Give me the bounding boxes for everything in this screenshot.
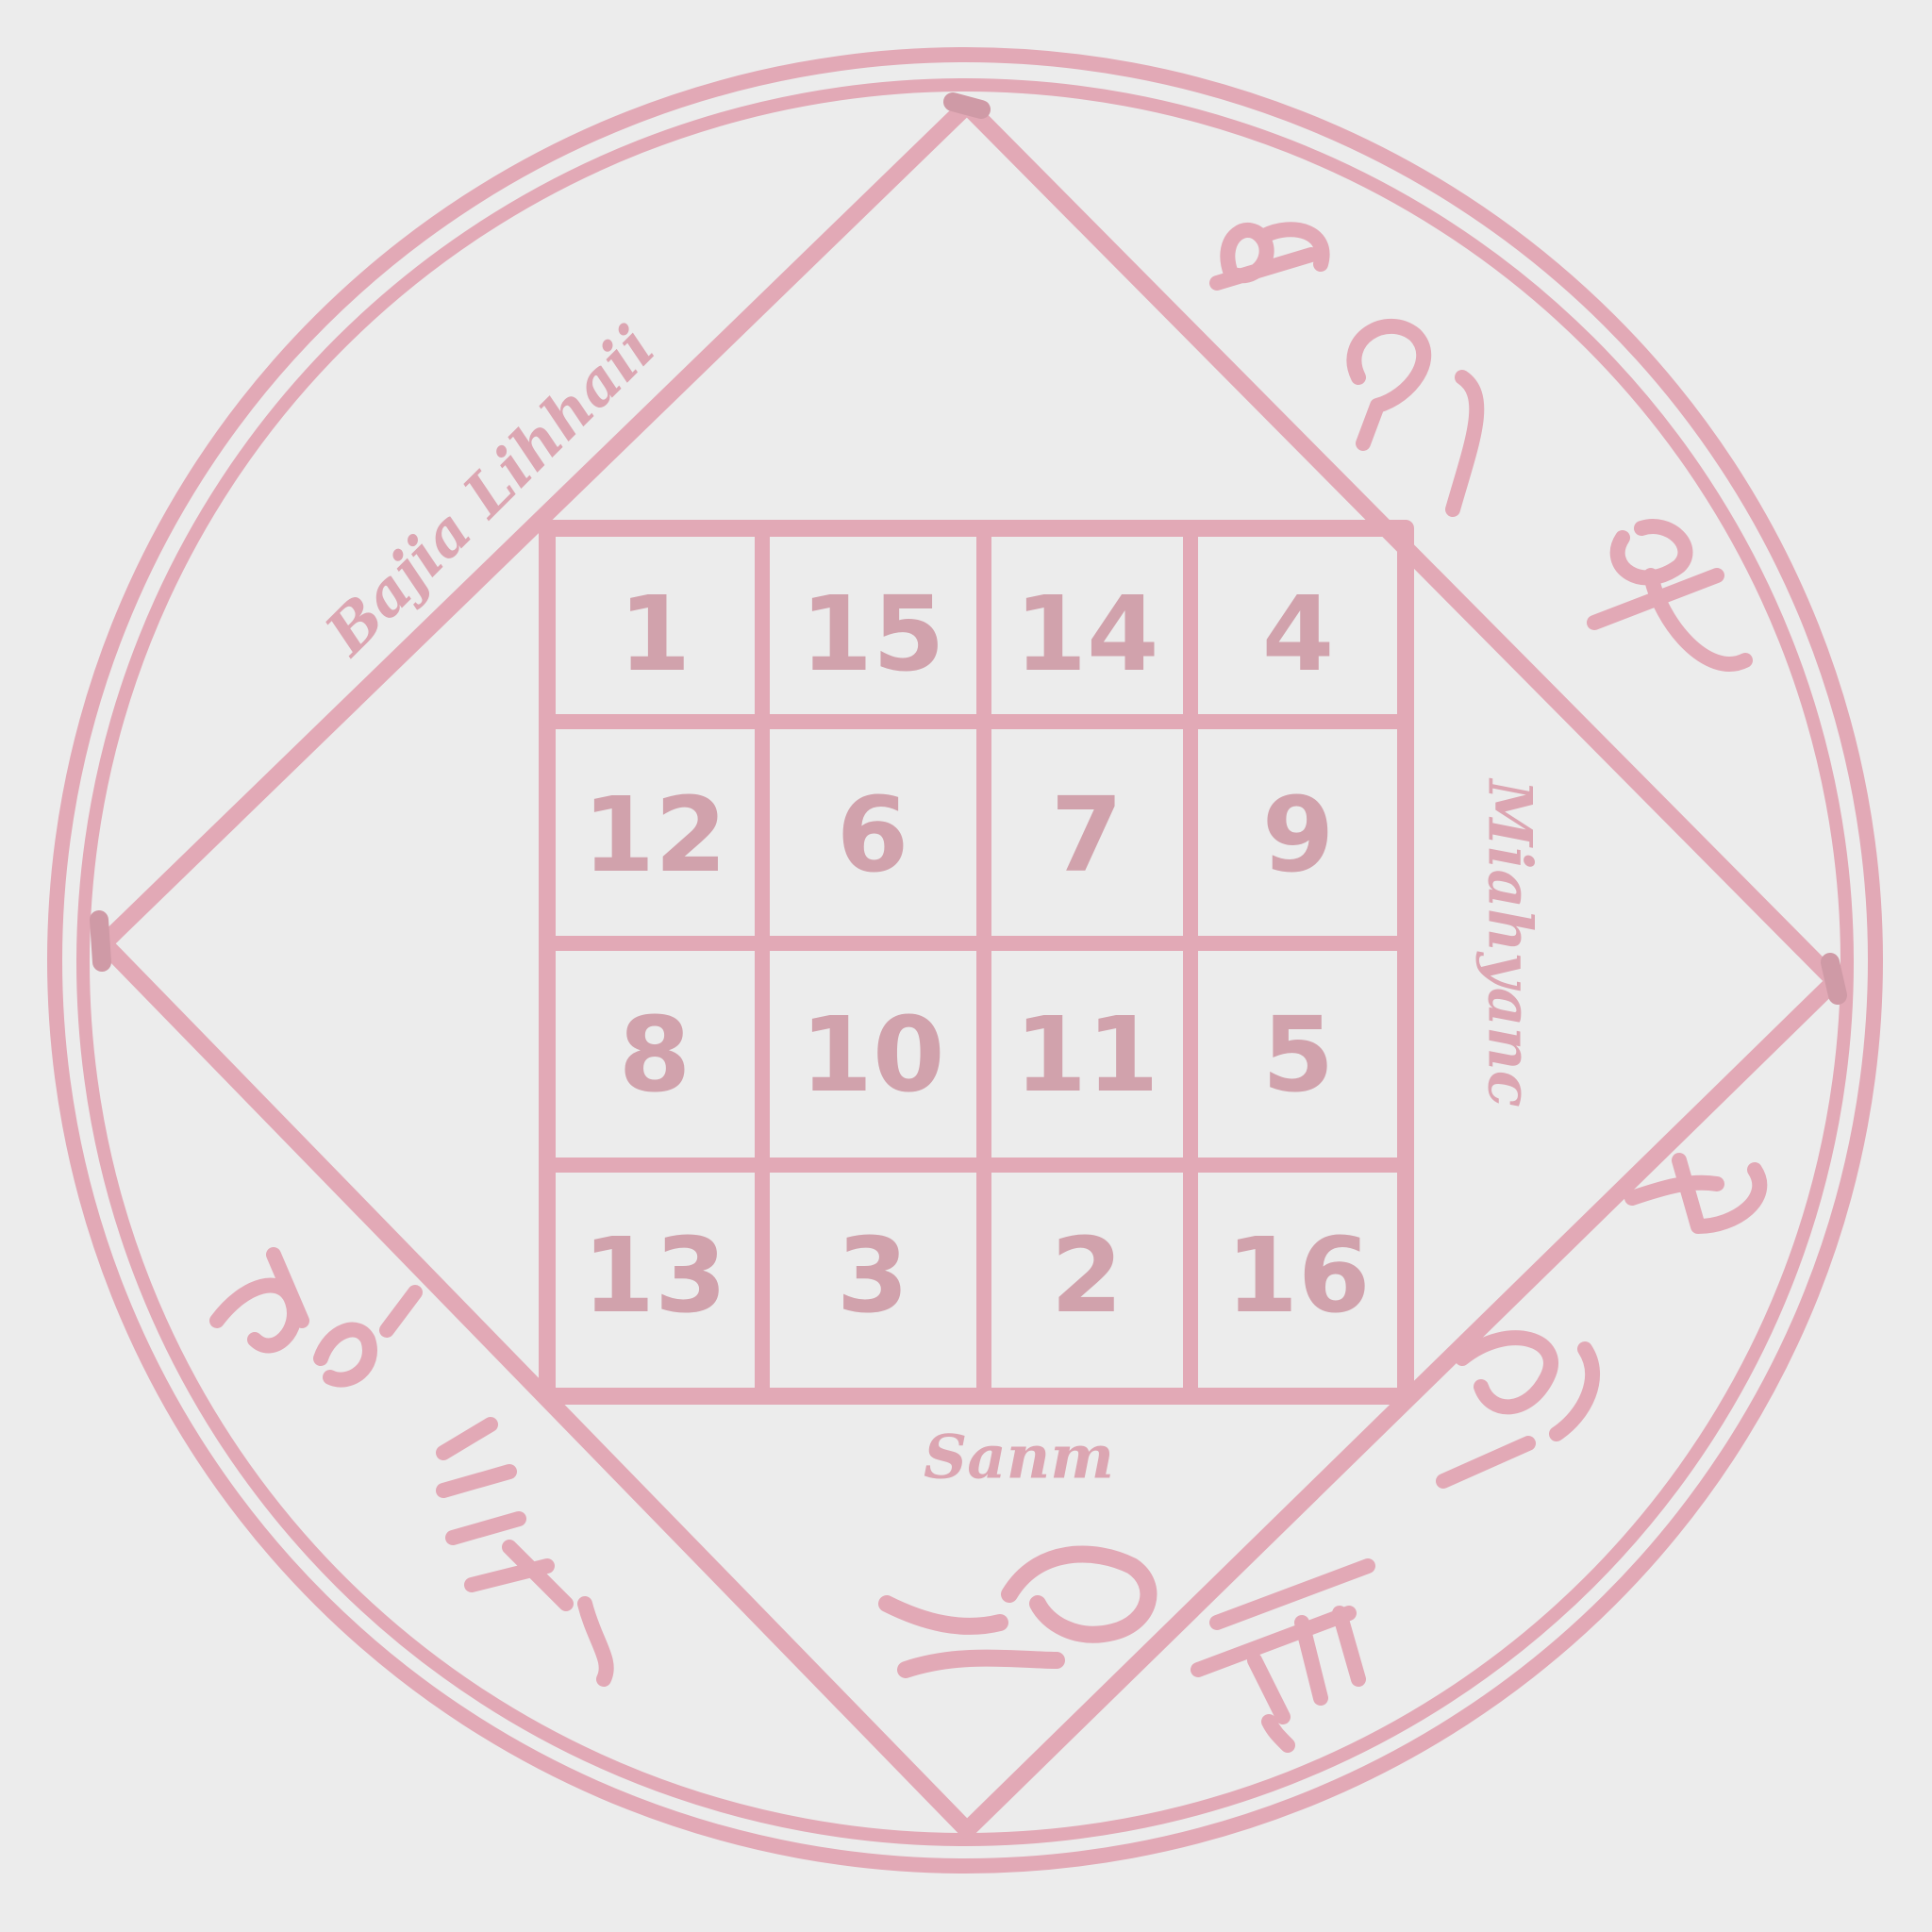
sigil-4 [1624,1153,1768,1234]
sigil-9 [436,1417,614,1687]
inner-circle [76,78,1854,1846]
diamond-vertex-top [943,92,991,119]
cell-r2c4: 9 [1262,774,1335,895]
cell-r2c1: 12 [582,774,726,895]
outer-circle [47,47,1883,1874]
diamond-vertex-left [90,910,111,972]
sigil-3 [1587,519,1753,672]
sigils-bottom-center [878,1545,1158,1678]
cell-r4c1: 13 [582,1215,726,1336]
cell-r1c1: 1 [619,574,691,694]
square-grid [539,520,1414,1405]
name-right: Miahyanc [1474,777,1545,1107]
cell-r4c3: 2 [1051,1215,1124,1336]
sigils-top-right [1209,222,1753,672]
sigil-1 [1209,222,1330,291]
cell-r2c2: 6 [837,774,909,895]
sigils-bottom-left [209,1247,614,1687]
sigil-6 [1191,1558,1375,1753]
cell-r3c2: 10 [800,994,944,1115]
diamond-vertex-right [1821,953,1847,1005]
sigil-5 [1436,1330,1601,1489]
diamond-frame [95,97,1843,1839]
cell-r3c4: 5 [1262,994,1335,1115]
cell-r4c4: 16 [1225,1215,1370,1336]
cell-r1c4: 4 [1262,574,1335,694]
sigil-8 [209,1247,423,1388]
cell-r1c2: 15 [800,574,944,694]
sigils-bottom-right [1191,1153,1768,1753]
sigil-2 [1346,318,1485,517]
sigil-7 [878,1545,1158,1678]
cell-r3c3: 11 [1014,994,1158,1115]
cell-r2c3: 7 [1051,774,1124,895]
cell-r1c3: 14 [1014,574,1158,694]
cell-r4c2: 3 [837,1215,909,1336]
name-bottom: Sanm [924,1423,1114,1493]
cell-r3c1: 8 [619,994,691,1115]
name-top-left: Bajia Lihhaii [311,312,669,670]
square-numbers: 1 15 14 4 12 6 7 9 8 10 11 5 13 3 2 16 [582,574,1370,1336]
